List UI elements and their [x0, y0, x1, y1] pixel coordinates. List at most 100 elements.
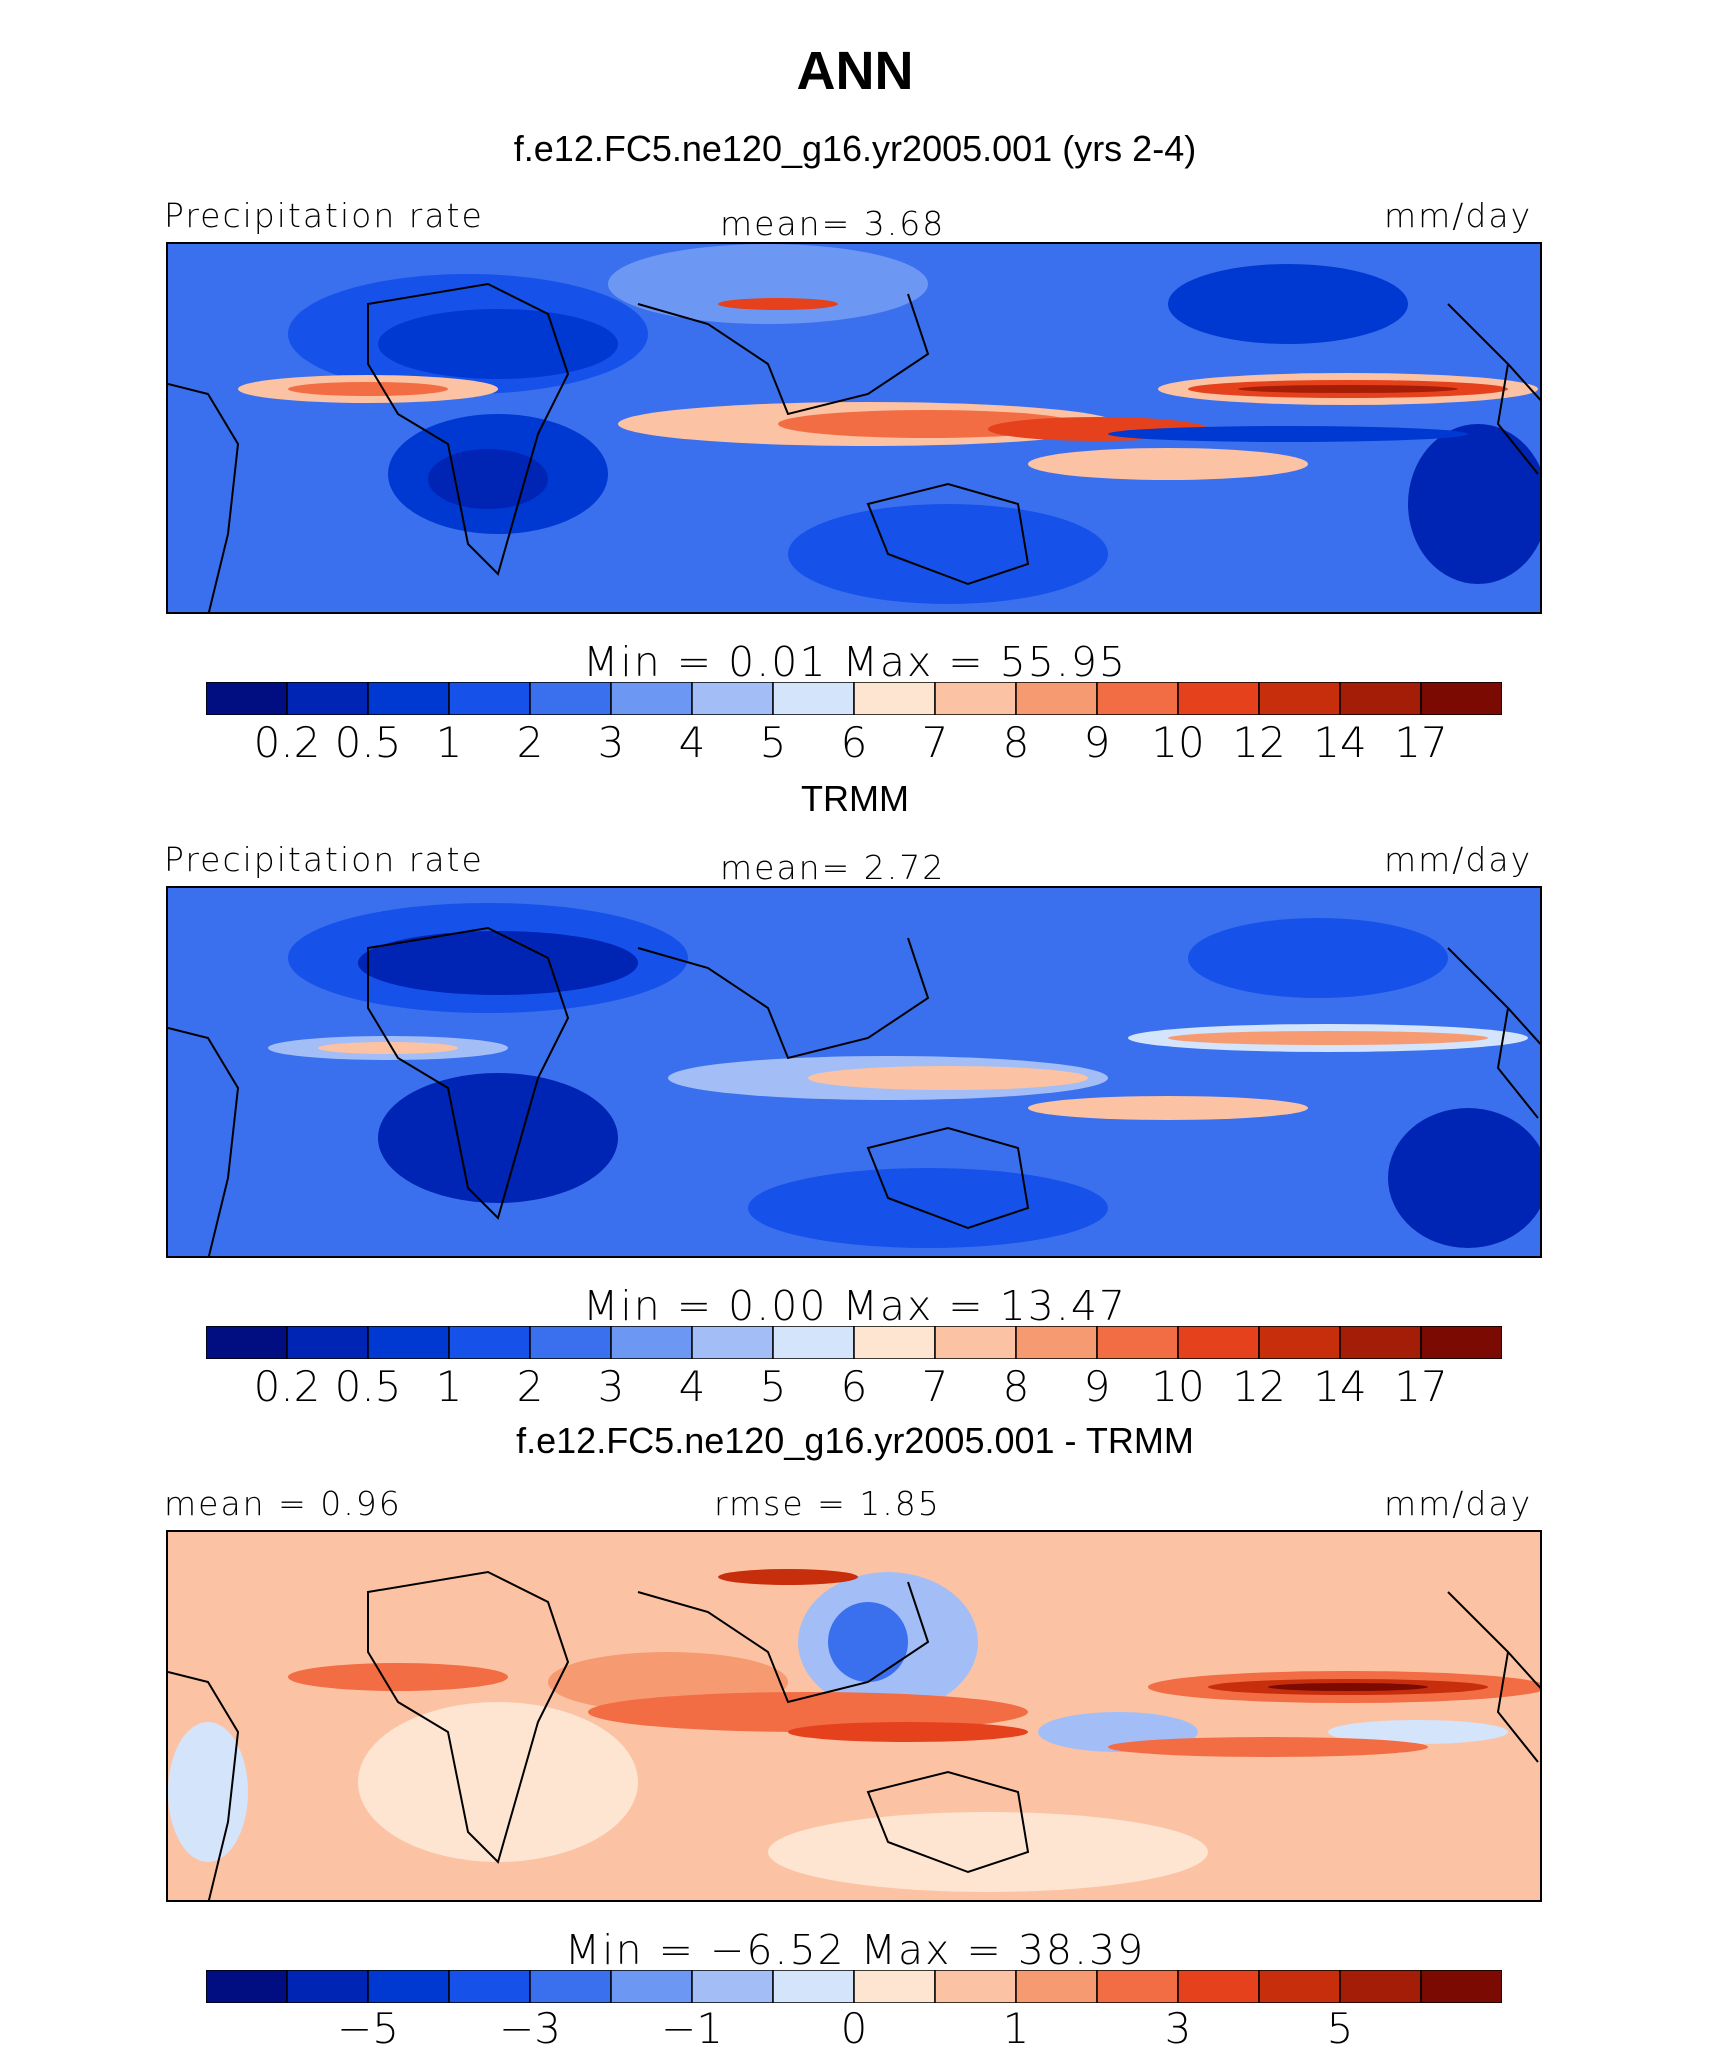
colorbar-tick-label: 12	[1232, 718, 1286, 767]
colorbar-tick-label: 1	[1002, 2004, 1030, 2053]
colorbar-tick-label: 14	[1313, 1362, 1367, 1411]
panel-2-colorbar-box	[367, 1325, 450, 1360]
colorbar-tick-label: 10	[1151, 1362, 1205, 1411]
colorbar-tick-label: 4	[678, 1362, 706, 1411]
panel-2-colorbar-box	[1339, 1325, 1422, 1360]
panel-3-colorbar-box	[448, 1969, 531, 2004]
colorbar-tick-label: 5	[759, 1362, 787, 1411]
panel-1-title: f.e12.FC5.ne120_g16.yr2005.001 (yrs 2-4)	[513, 128, 1197, 169]
colorbar-tick-label: 5	[759, 718, 787, 767]
panel-2-colorbar-box	[1420, 1325, 1503, 1360]
panel-3-title: f.e12.FC5.ne120_g16.yr2005.001 - TRMM	[516, 1420, 1194, 1461]
panel-2-colorbar-box	[286, 1325, 369, 1360]
panel-2-colorbar-box	[205, 1325, 288, 1360]
colorbar-tick-label: 7	[921, 1362, 949, 1411]
panel-3-colorbar-box	[1420, 1969, 1503, 2004]
colorbar-tick-label: 14	[1313, 718, 1367, 767]
panel-2-colorbar-box	[853, 1325, 936, 1360]
colorbar-tick-label: −5	[337, 2004, 399, 2053]
panel-2-mean-label: mean= 2.72	[720, 848, 946, 887]
colorbar-tick-label: 2	[516, 1362, 544, 1411]
colorbar-tick-label: 3	[1164, 2004, 1192, 2053]
panel-3-colorbar-box	[286, 1969, 369, 2004]
panel-2-units-label: mm/day	[1384, 840, 1533, 879]
panel-1-colorbar-box	[1339, 681, 1422, 716]
colorbar-tick-label: 5	[1326, 2004, 1354, 2053]
panel-2-min-max: Min = 0.00 Max = 13.47	[582, 1282, 1128, 1330]
panel-2-colorbar-box	[529, 1325, 612, 1360]
panel-1-colorbar-box	[286, 681, 369, 716]
panel-1-min-max: Min = 0.01 Max = 55.95	[582, 638, 1128, 686]
colorbar-tick-label: 3	[597, 1362, 625, 1411]
colorbar-tick-label: 9	[1083, 718, 1111, 767]
panel-3-colorbar-box	[529, 1969, 612, 2004]
colorbar-tick-label: 17	[1394, 718, 1448, 767]
colorbar-tick-label: 0.5	[334, 718, 402, 767]
panel-2-field	[168, 888, 1540, 1256]
colorbar-tick-label: 1	[435, 1362, 463, 1411]
panel-3-colorbar-box	[1015, 1969, 1098, 2004]
panel-3-colorbar	[205, 1969, 1503, 2004]
panel-3-rmse-label: rmse = 1.85	[714, 1484, 941, 1523]
panel-3-colorbar-box	[853, 1969, 936, 2004]
colorbar-tick-label: 1	[435, 718, 463, 767]
panel-1-colorbar-box	[934, 681, 1017, 716]
panel-2-colorbar-box	[448, 1325, 531, 1360]
panel-1-colorbar-box	[853, 681, 936, 716]
panel-3-min-max: Min = −6.52 Max = 38.39	[564, 1926, 1146, 1974]
panel-2-colorbar-box	[1177, 1325, 1260, 1360]
figure-title: ANN	[796, 41, 914, 101]
panel-3-colorbar-box	[205, 1969, 288, 2004]
panel-3-colorbar-box	[1177, 1969, 1260, 2004]
colorbar-tick-label: 4	[678, 718, 706, 767]
colorbar-tick-label: 17	[1394, 1362, 1448, 1411]
panel-1-map	[166, 242, 1542, 614]
panel-2-variable-label: Precipitation rate	[164, 840, 484, 879]
panel-2-colorbar	[205, 1325, 1503, 1360]
colorbar-tick-label: 2	[516, 718, 544, 767]
panel-3-colorbar-box	[1096, 1969, 1179, 2004]
colorbar-tick-label: 10	[1151, 718, 1205, 767]
panel-2-title: TRMM	[801, 778, 909, 819]
colorbar-tick-label: −3	[499, 2004, 561, 2053]
panel-1-colorbar-box	[610, 681, 693, 716]
panel-1-colorbar-box	[205, 681, 288, 716]
panel-3-units-label: mm/day	[1384, 1484, 1533, 1523]
panel-3-colorbar-box	[691, 1969, 774, 2004]
panel-1-field	[168, 244, 1540, 612]
panel-1-colorbar-box	[1420, 681, 1503, 716]
panel-2-colorbar-boxes	[205, 1325, 1503, 1360]
colorbar-tick-label: 0.2	[253, 1362, 321, 1411]
panel-3-colorbar-boxes	[205, 1969, 1503, 2004]
panel-3-colorbar-box	[934, 1969, 1017, 2004]
colorbar-tick-label: 0	[840, 2004, 868, 2053]
panel-1-colorbar-box	[367, 681, 450, 716]
colorbar-tick-label: 6	[840, 718, 868, 767]
colorbar-tick-label: 12	[1232, 1362, 1286, 1411]
panel-2-colorbar-box	[934, 1325, 1017, 1360]
colorbar-tick-label: 7	[921, 718, 949, 767]
panel-1-colorbar-box	[529, 681, 612, 716]
panel-3-colorbar-box	[1339, 1969, 1422, 2004]
panel-1-units-label: mm/day	[1384, 196, 1533, 235]
panel-1-colorbar-box	[1015, 681, 1098, 716]
panel-3-colorbar-box	[367, 1969, 450, 2004]
colorbar-tick-label: 3	[597, 718, 625, 767]
colorbar-tick-label: 9	[1083, 1362, 1111, 1411]
panel-1-colorbar-box	[1258, 681, 1341, 716]
colorbar-tick-label: 0.2	[253, 718, 321, 767]
panel-2-colorbar-box	[1096, 1325, 1179, 1360]
panel-1-colorbar-ticks: 0.2 0.5 1 2 3 4 5 6 7 8 9 10 12 14 17	[0, 718, 1710, 768]
panel-1-colorbar-box	[1096, 681, 1179, 716]
panel-1-colorbar-boxes	[205, 681, 1503, 716]
panel-3-colorbar-box	[610, 1969, 693, 2004]
panel-1-colorbar-box	[1177, 681, 1260, 716]
colorbar-tick-label: −1	[661, 2004, 723, 2053]
colorbar-tick-label: 8	[1002, 718, 1030, 767]
colorbar-tick-label: 6	[840, 1362, 868, 1411]
panel-2-colorbar-ticks: 0.2 0.5 1 2 3 4 5 6 7 8 9 10 12 14 17	[0, 1362, 1710, 1412]
panel-3-map	[166, 1530, 1542, 1902]
panel-2-map	[166, 886, 1542, 1258]
panel-3-colorbar-ticks: −5 −3 −1 0 1 3 5	[0, 2004, 1710, 2053]
panel-1-colorbar-box	[448, 681, 531, 716]
